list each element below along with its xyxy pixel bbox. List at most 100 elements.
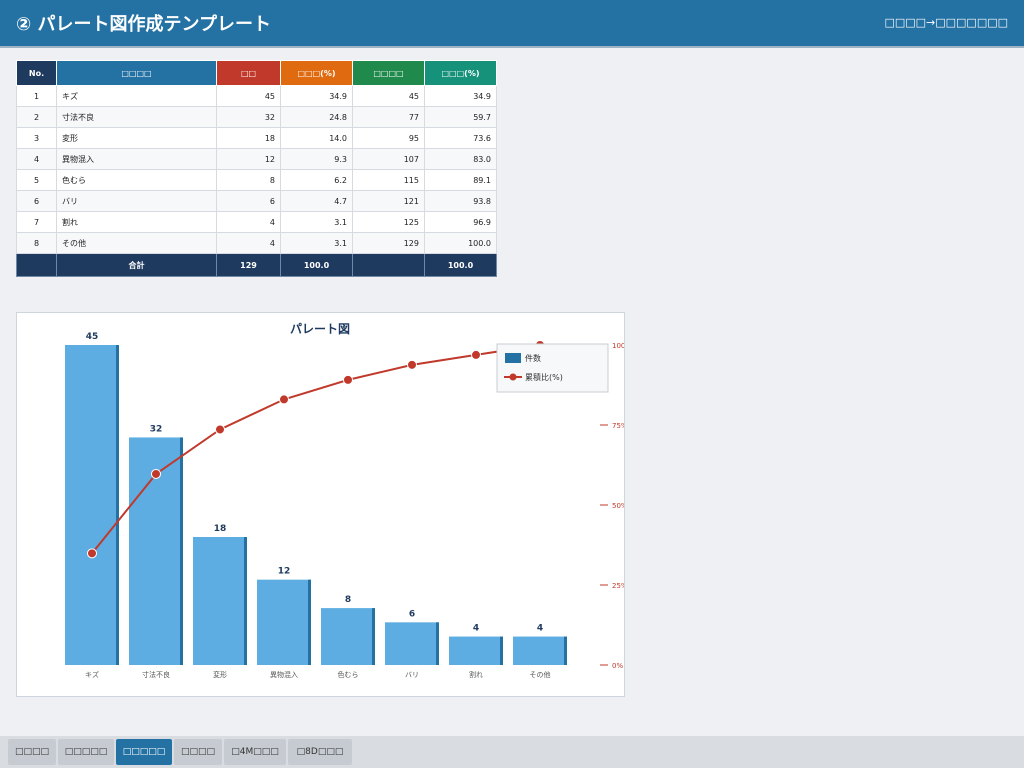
cell-cumulative-ratio: 73.6 xyxy=(424,127,497,149)
table-row: 2 寸法不良 32 24.8 77 59.7 xyxy=(16,106,497,128)
bar-value-label: 6 xyxy=(409,609,415,619)
bar-value-label: 4 xyxy=(473,624,479,634)
cumulative-point xyxy=(215,424,225,435)
cell-item[interactable]: 変形 xyxy=(56,127,217,149)
table-row: 1 キズ 45 34.9 45 34.9 xyxy=(16,85,497,107)
cell-item[interactable]: キズ xyxy=(56,85,217,107)
y2-tick-label: 75% xyxy=(612,422,624,430)
cell-count[interactable]: 12 xyxy=(216,148,281,170)
cell-cumulative: 45 xyxy=(352,85,425,107)
bar-value-label: 32 xyxy=(150,424,163,434)
cell-no: 2 xyxy=(16,106,57,128)
pareto-chart-panel: パレート図 45 キズ 32 寸法不良 18 変形 12 異物混入 8 色むら 6 バリ 4 割れ 4 その他… xyxy=(16,312,625,697)
app-header: ② パレート図作成テンプレート □□□□→□□□□□□□ xyxy=(0,0,1024,48)
cell-count[interactable]: 45 xyxy=(216,85,281,107)
legend-bar-label: 件数 xyxy=(525,353,541,363)
cell-cumulative: 107 xyxy=(352,148,425,170)
page-title: ② パレート図作成テンプレート xyxy=(16,14,271,35)
cell-cumulative-ratio: 93.8 xyxy=(424,190,497,212)
cell-item[interactable]: 寸法不良 xyxy=(56,106,217,128)
chart-title: パレート図 xyxy=(290,322,350,336)
col-header-count: □□ xyxy=(216,60,281,86)
cell-ratio: 24.8 xyxy=(280,106,353,128)
legend-line-label: 累積比(%) xyxy=(525,372,563,382)
cell-item[interactable]: 異物混入 xyxy=(56,148,217,170)
bar xyxy=(513,636,567,665)
cell-no: 7 xyxy=(16,211,57,233)
tab-2[interactable]: □□□□□ xyxy=(58,739,114,765)
col-header-cumulative-ratio: □□□(%) xyxy=(424,60,497,86)
cell-total-cumulative xyxy=(352,253,425,277)
bar-value-label: 12 xyxy=(278,567,291,577)
cell-cumulative: 77 xyxy=(352,106,425,128)
sheet-tab-bar: □□□□ □□□□□ □□□□□ □□□□ □4M□□□ □8D□□□ xyxy=(0,736,1024,768)
tab-4[interactable]: □□□□ xyxy=(174,739,222,765)
bar-edge xyxy=(372,608,375,665)
cell-cumulative: 95 xyxy=(352,127,425,149)
defect-table: No. □□□□ □□ □□□(%) □□□□ □□□(%) 1 キズ 45 3… xyxy=(16,60,497,277)
cell-count[interactable]: 8 xyxy=(216,169,281,191)
tab-4m[interactable]: □4M□□□ xyxy=(224,739,286,765)
y2-tick-label: 50% xyxy=(612,502,624,510)
cell-cumulative-ratio: 34.9 xyxy=(424,85,497,107)
cell-cumulative: 125 xyxy=(352,211,425,233)
cell-cumulative-ratio: 96.9 xyxy=(424,211,497,233)
cell-item[interactable]: 色むら xyxy=(56,169,217,191)
cell-cumulative-ratio: 89.1 xyxy=(424,169,497,191)
x-tick-label: 変形 xyxy=(213,670,227,679)
tab-8d[interactable]: □8D□□□ xyxy=(288,739,352,765)
table-row: 3 変形 18 14.0 95 73.6 xyxy=(16,127,497,149)
cell-no: 6 xyxy=(16,190,57,212)
cell-ratio: 4.7 xyxy=(280,190,353,212)
cell-cumulative-ratio: 100.0 xyxy=(424,232,497,254)
cell-total-label: 合計 xyxy=(56,253,217,277)
table-row: 5 色むら 8 6.2 115 89.1 xyxy=(16,169,497,191)
legend-line-marker xyxy=(509,373,517,381)
bar xyxy=(321,608,375,665)
cell-count[interactable]: 6 xyxy=(216,190,281,212)
cumulative-line xyxy=(91,344,541,554)
bar xyxy=(65,345,119,665)
cell-count[interactable]: 4 xyxy=(216,211,281,233)
cell-no: 4 xyxy=(16,148,57,170)
cell-total-count: 129 xyxy=(216,253,281,277)
bar-edge xyxy=(116,345,119,665)
cell-count[interactable]: 32 xyxy=(216,106,281,128)
breadcrumb[interactable]: □□□□→□□□□□□□ xyxy=(884,16,1008,29)
cell-item[interactable]: バリ xyxy=(56,190,217,212)
col-header-cumulative: □□□□ xyxy=(352,60,425,86)
cell-count[interactable]: 18 xyxy=(216,127,281,149)
bar xyxy=(449,636,503,665)
y2-tick-label: 100% xyxy=(612,342,624,350)
cell-ratio: 6.2 xyxy=(280,169,353,191)
cell-no: 8 xyxy=(16,232,57,254)
x-tick-label: バリ xyxy=(405,671,419,679)
x-tick-label: キズ xyxy=(85,670,99,679)
table-row: 4 異物混入 12 9.3 107 83.0 xyxy=(16,148,497,170)
tab-1[interactable]: □□□□ xyxy=(8,739,56,765)
legend-bar-swatch xyxy=(505,353,521,363)
cumulative-point xyxy=(279,394,289,405)
cell-cumulative-ratio: 83.0 xyxy=(424,148,497,170)
tab-pareto[interactable]: □□□□□ xyxy=(116,739,172,765)
x-tick-label: 寸法不良 xyxy=(142,670,170,679)
cumulative-point xyxy=(151,468,161,479)
x-tick-label: 異物混入 xyxy=(270,670,298,679)
cell-ratio: 3.1 xyxy=(280,211,353,233)
cell-no: 1 xyxy=(16,85,57,107)
cell-no: 3 xyxy=(16,127,57,149)
cell-item[interactable]: 割れ xyxy=(56,211,217,233)
x-tick-label: 色むら xyxy=(338,670,359,679)
bar-edge xyxy=(308,579,311,665)
cell-total-ratio: 100.0 xyxy=(280,253,353,277)
bars-layer: 45 キズ 32 寸法不良 18 変形 12 異物混入 8 色むら 6 バリ 4 割れ 4 その他 xyxy=(65,332,567,679)
cumulative-point xyxy=(87,548,97,559)
cell-count[interactable]: 4 xyxy=(216,232,281,254)
total-row: 合計 129 100.0 100.0 xyxy=(16,253,497,277)
cell-total-cumulative-ratio: 100.0 xyxy=(424,253,497,277)
legend-box xyxy=(496,343,609,393)
cell-item[interactable]: その他 xyxy=(56,232,217,254)
table-header-row: No. □□□□ □□ □□□(%) □□□□ □□□(%) xyxy=(16,60,497,86)
col-header-item: □□□□ xyxy=(56,60,217,86)
chart-legend: 件数 累積比(%) xyxy=(496,343,609,393)
